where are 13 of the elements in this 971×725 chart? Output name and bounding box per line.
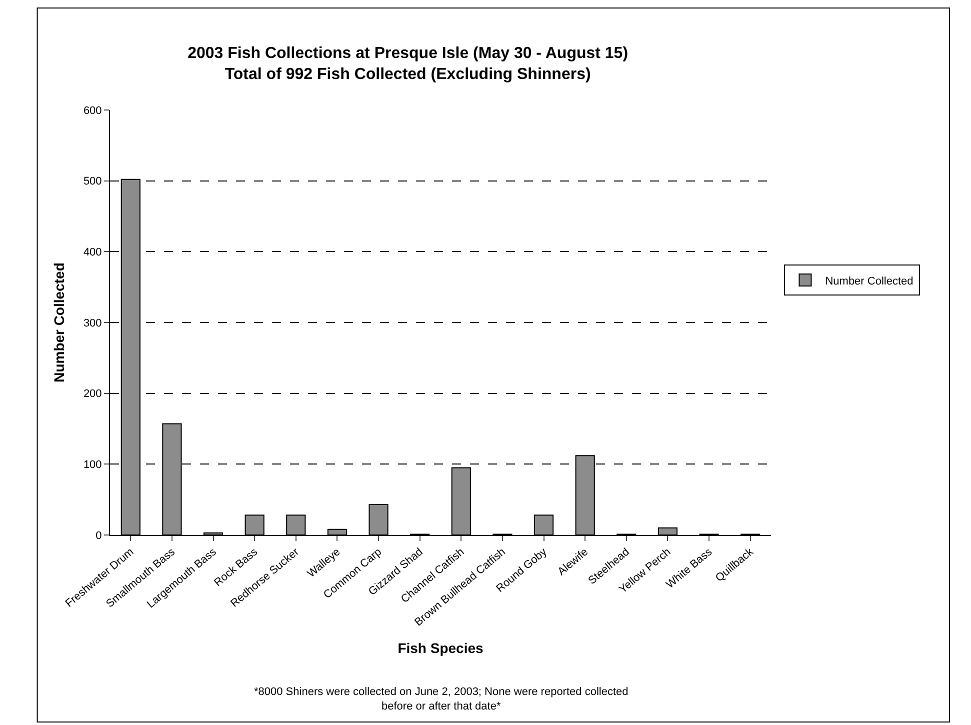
chart-title: 2003 Fish Collections at Presque Isle (May 30 - August 15)	[188, 45, 628, 62]
y-axis-title: Number Collected	[51, 262, 68, 382]
x-axis-title: Fish Species	[398, 640, 484, 656]
y-tick-label: 100	[83, 459, 102, 472]
y-tick-label: 500	[83, 176, 102, 188]
text: *8000 Shiners were collected on June 2, 2003; None were reported collected before or after that date*	[254, 686, 628, 712]
y-tick-label: 200	[83, 388, 102, 400]
chart-subtitle: Total of 992 Fish Collected (Excluding Shinners)	[224, 66, 591, 83]
y-tick-label: 600	[83, 104, 102, 117]
y-tick-label: 300	[83, 317, 102, 330]
y-tick-label: 0	[96, 530, 102, 542]
y-tick-label: 400	[83, 246, 102, 259]
legend-label: Number Collected	[825, 275, 914, 288]
